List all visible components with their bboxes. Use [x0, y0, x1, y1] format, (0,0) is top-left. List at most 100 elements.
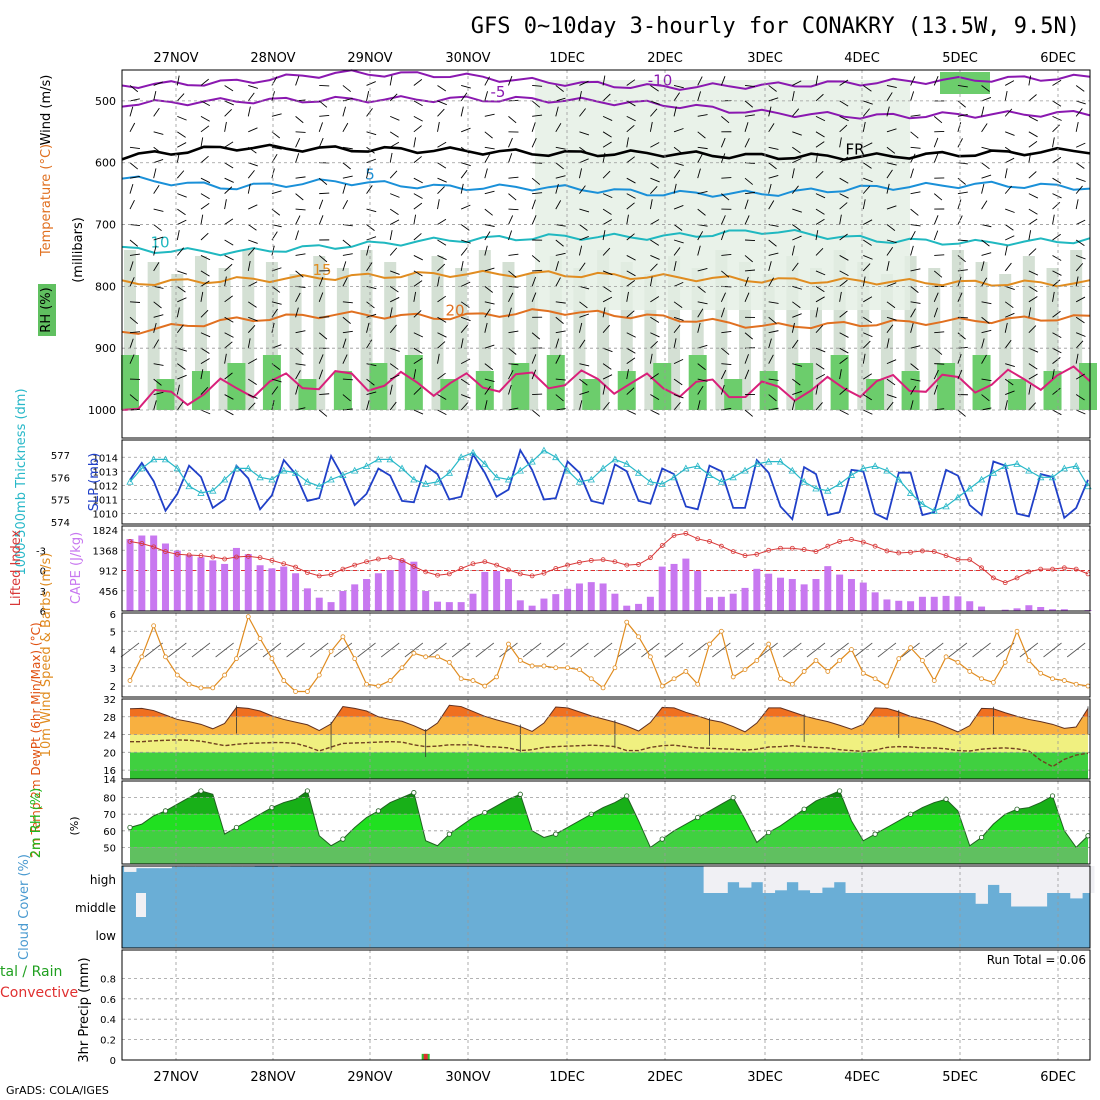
thickness-marker [895, 475, 903, 483]
wind-barb [1075, 373, 1086, 380]
wind-barb [389, 131, 399, 138]
wind-barb [650, 263, 658, 272]
wind-barb [129, 239, 138, 247]
wind-barb [886, 128, 897, 133]
wind-barb [910, 400, 914, 411]
wind-barb [815, 325, 824, 334]
li-marker [1014, 575, 1020, 581]
wind-barb [839, 409, 849, 415]
wind-barb [649, 199, 653, 210]
wind-barb [129, 277, 135, 287]
wind-barb [862, 340, 871, 349]
wind-barb [815, 307, 819, 318]
y-tick-label: 600 [95, 157, 116, 170]
wind-barb [673, 85, 684, 89]
wind-barb [602, 170, 611, 179]
wind-barb [815, 363, 825, 370]
cloud-clear-high [833, 866, 847, 883]
wind-barb [248, 358, 258, 365]
precip-axis-title: 3hr Precip (mm) [77, 957, 92, 1062]
wind-barb [1052, 177, 1062, 184]
wind-barb [1004, 146, 1014, 154]
wind-barb [792, 224, 801, 231]
wind-barb [318, 255, 328, 263]
wind-barb [508, 253, 519, 256]
cape-bar [303, 588, 311, 611]
wind-barb [224, 239, 234, 246]
wind-barb [177, 142, 187, 148]
li-marker [766, 547, 772, 553]
wind-barb [437, 295, 447, 303]
wind-barb [389, 401, 397, 411]
wind-barb [508, 363, 519, 366]
rh-marker [872, 831, 878, 837]
wind-barb [981, 407, 992, 411]
li-marker [245, 553, 251, 559]
wind-barb [508, 75, 513, 86]
wind-barb [886, 316, 897, 321]
thickness-marker [481, 460, 489, 467]
date-label-top: 28NOV [250, 51, 295, 66]
wind-barb [863, 394, 873, 401]
wind-barb [626, 137, 629, 148]
y2-tick-label: 1012 [93, 481, 118, 492]
wind-barb [461, 239, 471, 244]
wind-barb [981, 261, 985, 272]
wind-barb [177, 208, 186, 216]
rh-line [129, 790, 1089, 849]
wind-barb [910, 385, 917, 395]
thickness-marker [611, 455, 619, 463]
li-marker [340, 566, 346, 572]
wind-barb [839, 387, 848, 395]
wind-barb [531, 292, 537, 302]
wind-barb [460, 324, 468, 334]
wind-barb [555, 123, 562, 133]
li-tick-label: 0 [40, 567, 46, 578]
wind-barb [484, 322, 488, 333]
li-marker [482, 559, 488, 565]
wind-barb [295, 176, 306, 179]
wind-barb [579, 391, 590, 395]
wind-barb [650, 394, 660, 401]
li-marker [754, 551, 760, 557]
wind-barb [673, 261, 677, 272]
cape-bar [800, 584, 808, 611]
wind-barb [239, 642, 258, 658]
wind-barb [933, 193, 943, 201]
wind-speed-marker [245, 614, 251, 620]
cape-bar [753, 568, 761, 611]
wind-barb [664, 642, 684, 658]
wind-speed-marker [920, 658, 925, 663]
wind-barb [129, 253, 140, 256]
wind-barb [224, 100, 234, 106]
wind-barb [626, 255, 636, 261]
wind-barb [295, 193, 304, 201]
wind-barb [650, 100, 660, 105]
slp-line [129, 447, 1089, 522]
wind-barb [1076, 100, 1086, 105]
y-tick-label: 32 [103, 695, 116, 706]
wind-barb [413, 115, 423, 122]
cloud-clear-high [1082, 866, 1095, 893]
wind-barb [177, 219, 187, 225]
thickness-marker [753, 460, 761, 467]
cloud-clear-high [881, 866, 894, 893]
wind-barb [839, 291, 842, 302]
rh-marker [162, 808, 169, 814]
date-label-bottom: 27NOV [153, 1070, 198, 1085]
wind-barb [224, 177, 234, 183]
wind-barb [224, 255, 234, 261]
thickness-marker [244, 464, 252, 472]
wind-barb [673, 169, 681, 179]
wind-barb [1075, 162, 1085, 169]
wind-barb [531, 369, 537, 380]
wind-barb [1075, 394, 1085, 401]
li-marker [553, 566, 559, 571]
wind-barb [318, 122, 323, 132]
wind-barb [957, 409, 966, 417]
wind-barb [413, 255, 423, 261]
wind-barb [768, 239, 777, 247]
wind-barb [650, 332, 660, 338]
wind-barb [815, 152, 819, 163]
cape-bar [966, 601, 974, 611]
